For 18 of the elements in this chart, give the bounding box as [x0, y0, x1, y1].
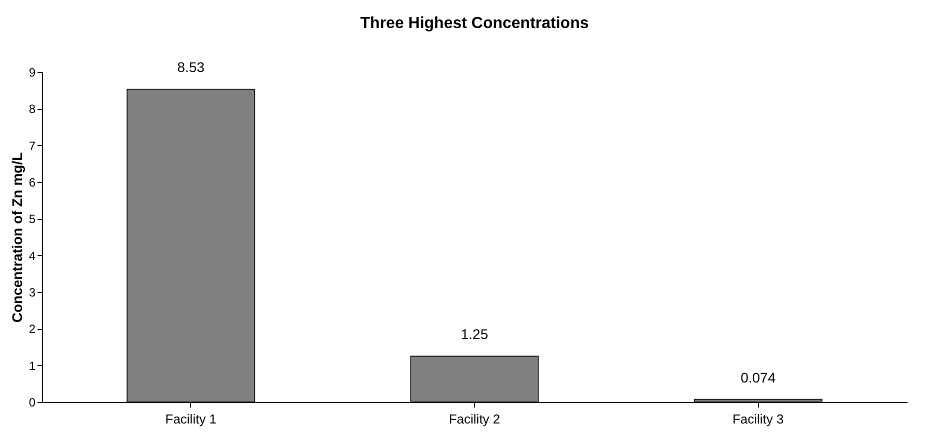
y-tick-label: 4	[28, 248, 36, 263]
y-tick-label: 6	[28, 176, 36, 190]
data-label: 0.074	[740, 369, 776, 386]
data-label: 8.53	[177, 59, 205, 76]
y-tick-label: 2	[28, 322, 36, 336]
y-tick-label: 3	[28, 286, 36, 300]
chart-title: Three Highest Concentrations	[360, 15, 589, 32]
y-tick-label: 1	[28, 358, 36, 373]
y-tick-label: 7	[28, 138, 36, 153]
x-tick-label: Facility 1	[165, 412, 217, 426]
x-tick-label: Facility 3	[732, 412, 784, 426]
x-tick-label: Facility 2	[448, 412, 500, 426]
data-label: 1.25	[460, 326, 488, 342]
y-tick-label: 8	[28, 102, 36, 116]
y-axis-title: Concentration of Zn mg/L	[8, 152, 25, 323]
y-tick-label: 9	[28, 66, 36, 80]
y-tick-label: 5	[28, 212, 36, 226]
y-tick-label: 0	[28, 396, 36, 410]
